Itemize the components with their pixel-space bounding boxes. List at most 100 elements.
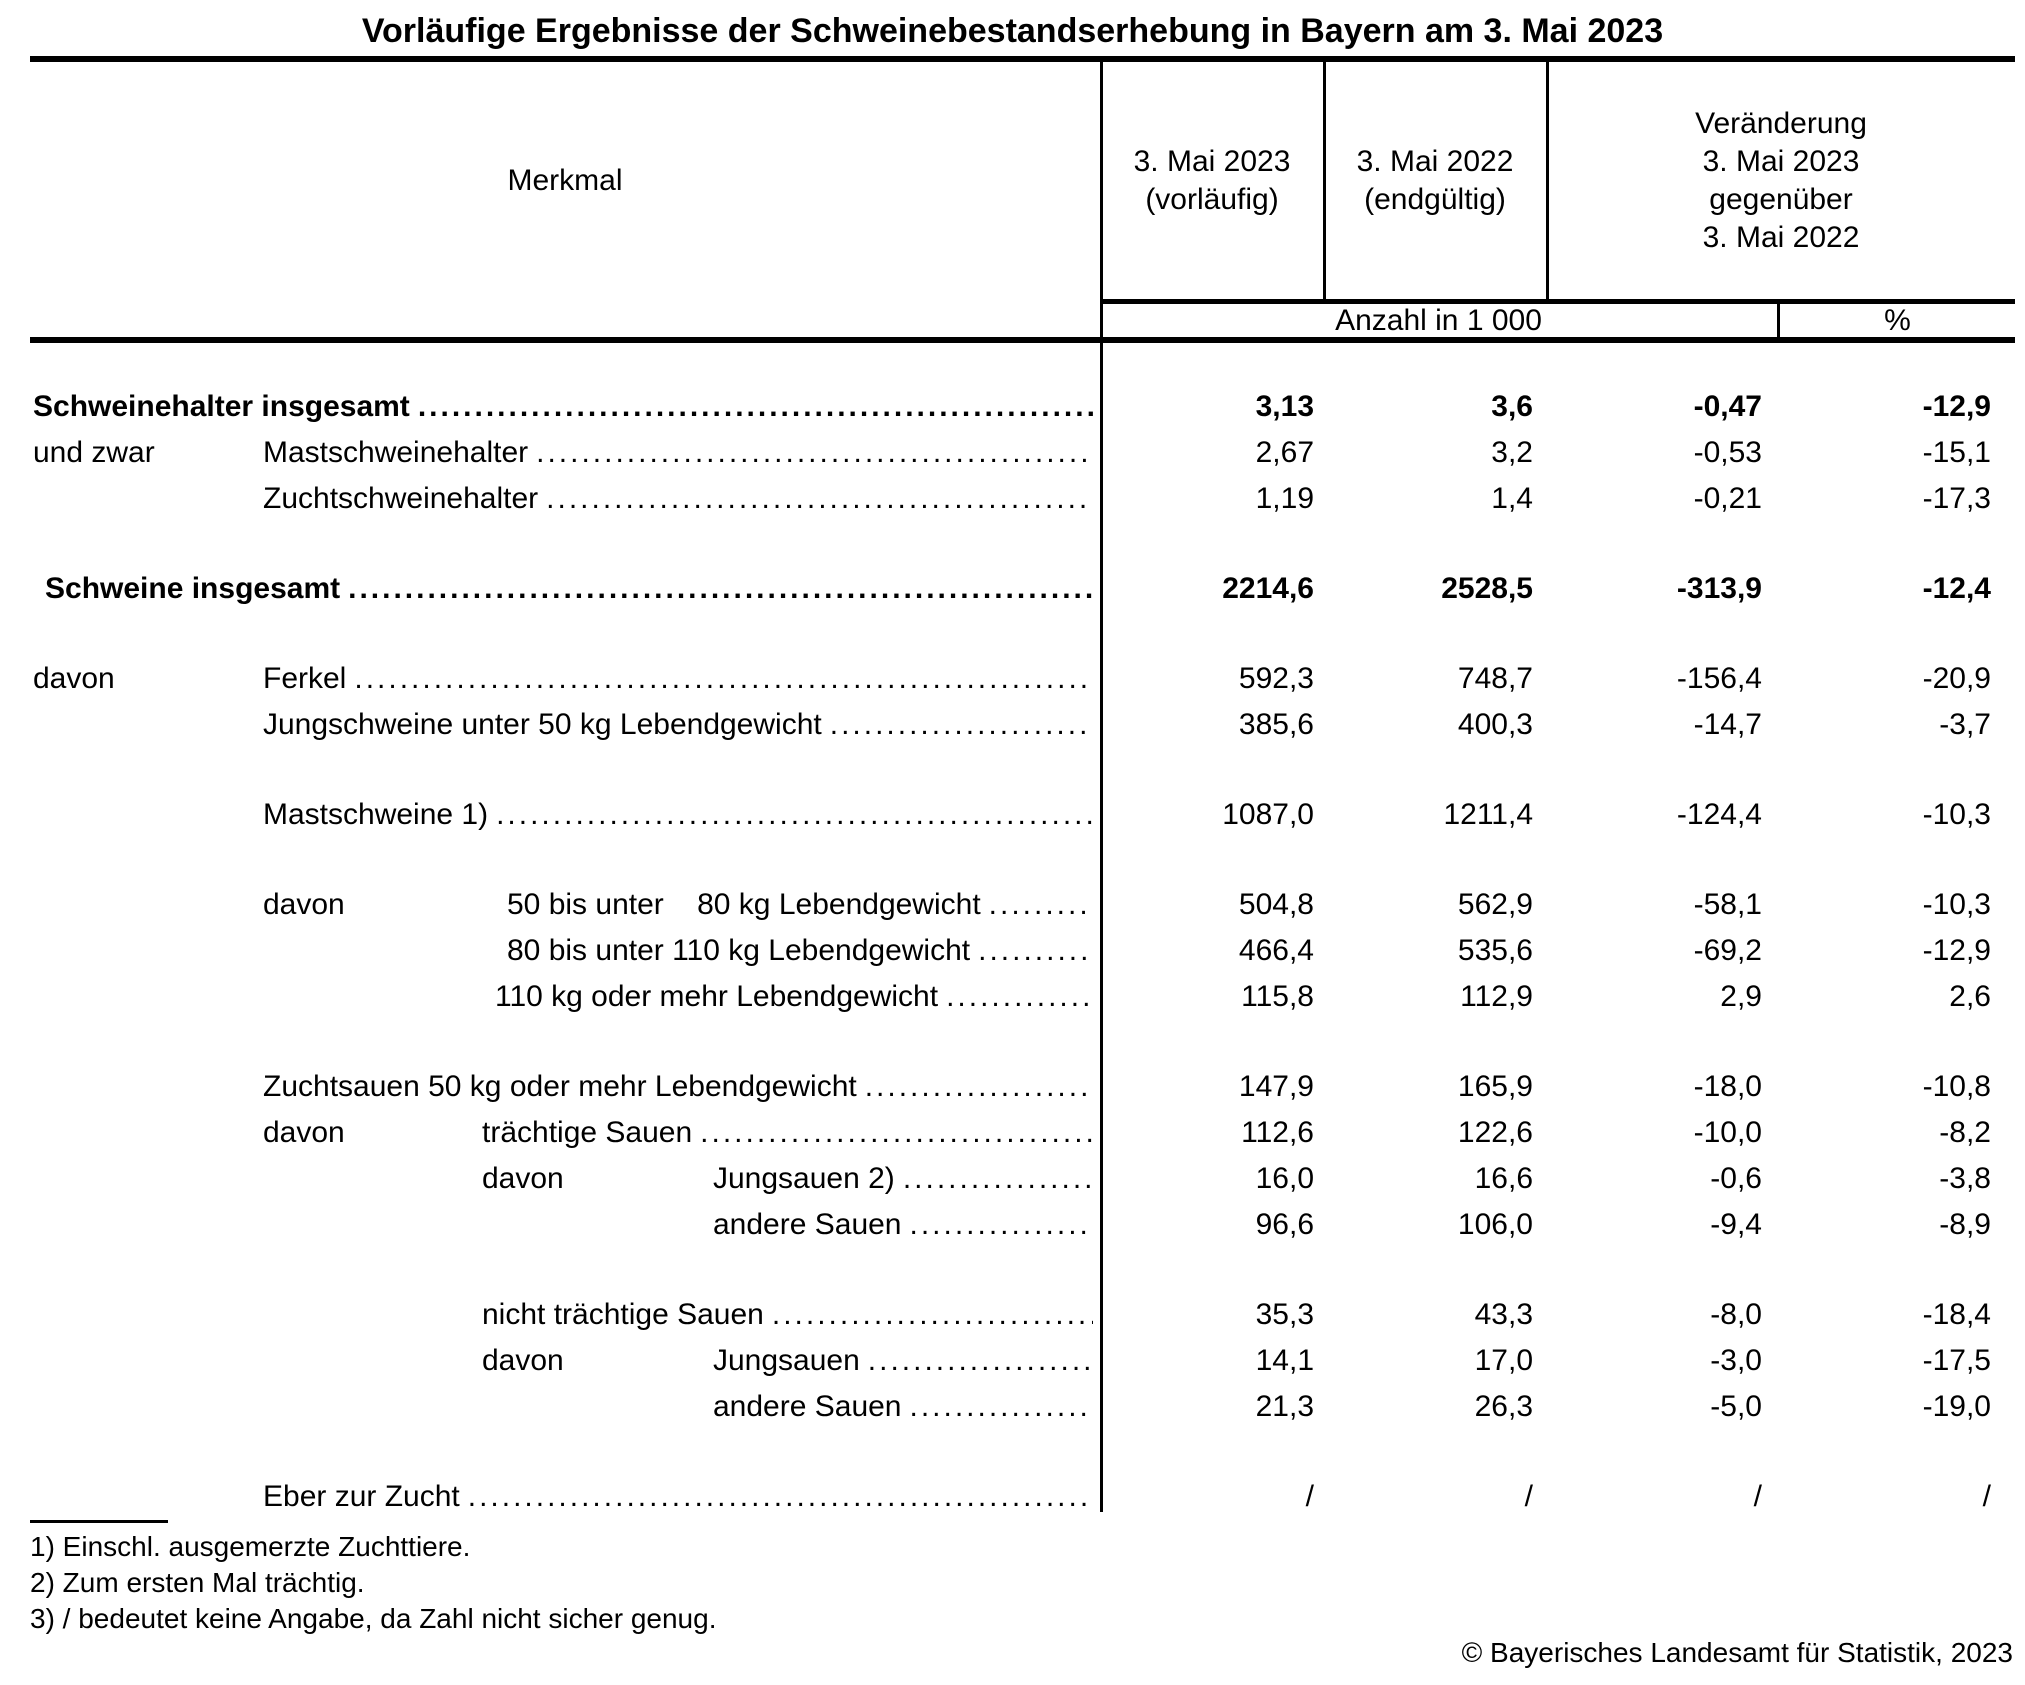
dot-leader: [348, 566, 1093, 612]
table-row: andere Sauen 96,6 106,0 -9,4 -8,9: [30, 1202, 2015, 1248]
row-label-cell: nicht trächtige Sauen: [30, 1292, 1101, 1338]
value-2022: 562,9: [1457, 888, 1533, 921]
row-label-cell: Schweinehalter insgesamt: [30, 384, 1101, 430]
dot-leader: [772, 1292, 1093, 1338]
value-2022: 122,6: [1457, 1116, 1533, 1149]
value-2022: 106,0: [1457, 1208, 1533, 1241]
row-label: andere Sauen: [713, 1390, 902, 1423]
value-change-percent: -12,4: [1922, 572, 1991, 605]
value-change: -9,4: [1710, 1208, 1762, 1241]
dot-leader: [978, 928, 1093, 974]
table-row: davon 50 bis unter 80 kg Lebendgewicht 504…: [30, 882, 2015, 928]
unit-label-percent: %: [1884, 303, 1911, 337]
value-2023: /: [1305, 1480, 1314, 1513]
value-change-percent: -15,1: [1922, 436, 1991, 469]
dot-leader: [903, 1156, 1093, 1202]
value-change-percent: -3,8: [1939, 1162, 1991, 1195]
value-change-percent: -20,9: [1922, 662, 1991, 695]
row-label: Schweinehalter insgesamt: [33, 390, 410, 423]
table-body: Schweinehalter insgesamt 3,13 3,6 -0,47 -12,…: [0, 343, 2025, 1520]
row-label-cell: 80 bis unter 110 kg Lebendgewicht: [30, 928, 1101, 974]
row-label: Schweine insgesamt: [45, 572, 341, 605]
row-label-cell: Eber zur Zucht: [30, 1474, 1101, 1520]
unit-vertical-divider: [1777, 299, 1780, 340]
value-2022: 16,6: [1474, 1162, 1533, 1195]
row-label-cell: davon Jungsauen 2): [30, 1156, 1101, 1202]
value-change: -0,47: [1693, 390, 1762, 423]
row-label: Zuchtschweinehalter: [263, 482, 539, 515]
table-row: Schweinehalter insgesamt 3,13 3,6 -0,47 -12,…: [30, 384, 2015, 430]
value-change: -69,2: [1693, 934, 1762, 967]
table-row: davon Jungsauen 2) 16,0 16,6 -0,6 -3,8: [30, 1156, 2015, 1202]
value-change: -156,4: [1676, 662, 1762, 695]
value-change: -14,7: [1693, 708, 1762, 741]
footnote-separator: [30, 1520, 168, 1523]
value-change: -0,53: [1693, 436, 1762, 469]
dot-leader: [830, 702, 1093, 748]
row-label: Jungsauen 2): [713, 1162, 895, 1195]
dot-leader: [946, 974, 1093, 1020]
column-header-2023-text: 3. Mai 2023 (vorläufig): [1133, 144, 1291, 216]
value-2023: 14,1: [1255, 1344, 1314, 1377]
row-label-cell: Zuchtsauen 50 kg oder mehr Lebendgewicht: [30, 1064, 1101, 1110]
table-row: davon Jungsauen 14,1 17,0 -3,0 -17,5: [30, 1338, 2015, 1384]
row-label-cell: davon 50 bis unter 80 kg Lebendgewicht: [30, 882, 1101, 928]
table-row: Zuchtschweinehalter 1,19 1,4 -0,21 -17,3: [30, 476, 2015, 522]
value-change: -58,1: [1693, 888, 1762, 921]
footnotes: 1) Einschl. ausgemerzte Zuchttiere. 2) Zu…: [30, 1529, 716, 1637]
row-label: Jungschweine unter 50 kg Lebendgewicht: [263, 708, 822, 741]
row-prefix: davon: [263, 888, 345, 921]
dot-leader: [989, 882, 1093, 928]
value-2022: 43,3: [1474, 1298, 1533, 1331]
value-2023: 21,3: [1255, 1390, 1314, 1423]
value-2023: 35,3: [1255, 1298, 1314, 1331]
row-label: andere Sauen: [713, 1208, 902, 1241]
table-row: Zuchtsauen 50 kg oder mehr Lebendgewicht…: [30, 1064, 2015, 1110]
footnote: 2) Zum ersten Mal trächtig.: [30, 1567, 365, 1598]
value-change-percent: -17,5: [1922, 1344, 1991, 1377]
column-header-merkmal: Merkmal: [507, 163, 623, 197]
value-change: -0,21: [1693, 482, 1762, 515]
value-2023: 96,6: [1255, 1208, 1314, 1241]
row-label: Mastschweine 1): [263, 798, 489, 831]
row-label: 50 bis unter 80 kg Lebendgewicht: [507, 888, 981, 921]
value-change-percent: -19,0: [1922, 1390, 1991, 1423]
row-label: Zuchtsauen 50 kg oder mehr Lebendgewicht: [263, 1070, 857, 1103]
page-title: Vorläufige Ergebnisse der Schweinebestan…: [361, 12, 1664, 50]
row-label: nicht trächtige Sauen: [482, 1298, 764, 1331]
value-change-percent: -12,9: [1922, 390, 1991, 423]
column-header-2022-text: 3. Mai 2022 (endgültig): [1356, 144, 1514, 216]
dot-leader: [910, 1384, 1094, 1430]
value-2023: 2,67: [1255, 436, 1314, 469]
value-change-percent: -17,3: [1922, 482, 1991, 515]
header-vertical-divider: [1546, 62, 1549, 302]
value-change: -0,6: [1710, 1162, 1762, 1195]
value-change-percent: -3,7: [1939, 708, 1991, 741]
table-row: davon trächtige Sauen 112,6 122,6 -10,0 -8,2: [30, 1110, 2015, 1156]
unit-label-count: Anzahl in 1 000: [1335, 303, 1542, 337]
value-2023: 2214,6: [1222, 572, 1314, 605]
value-2023: 504,8: [1238, 888, 1314, 921]
table-row: 80 bis unter 110 kg Lebendgewicht 466,4 53…: [30, 928, 2015, 974]
row-prefix: und zwar: [33, 436, 155, 469]
value-change-percent: 2,6: [1949, 980, 1991, 1013]
row-label-cell: davon Jungsauen: [30, 1338, 1101, 1384]
value-change: -18,0: [1693, 1070, 1762, 1103]
row-label-cell: Zuchtschweinehalter: [30, 476, 1101, 522]
table-row: und zwar Mastschweinehalter 2,67 3,2 -0,53 -1…: [30, 430, 2015, 476]
dot-leader: [868, 1338, 1093, 1384]
value-2022: 3,2: [1491, 436, 1533, 469]
value-change-percent: -12,9: [1922, 934, 1991, 967]
dot-leader: [700, 1110, 1093, 1156]
row-label-cell: Schweine insgesamt: [30, 566, 1101, 612]
value-2023: 466,4: [1238, 934, 1314, 967]
row-label-cell: Mastschweine 1): [30, 792, 1101, 838]
value-2023: 385,6: [1238, 708, 1314, 741]
value-2022: 165,9: [1457, 1070, 1533, 1103]
table-row: andere Sauen 21,3 26,3 -5,0 -19,0: [30, 1384, 2015, 1430]
column-header-2022: 3. Mai 2022 (endgültig): [1324, 62, 1546, 299]
row-prefix: davon: [482, 1162, 564, 1195]
table-row: davon Ferkel 592,3 748,7 -156,4 -20,9: [30, 656, 2015, 702]
header-bottom-rule: [30, 337, 2015, 343]
